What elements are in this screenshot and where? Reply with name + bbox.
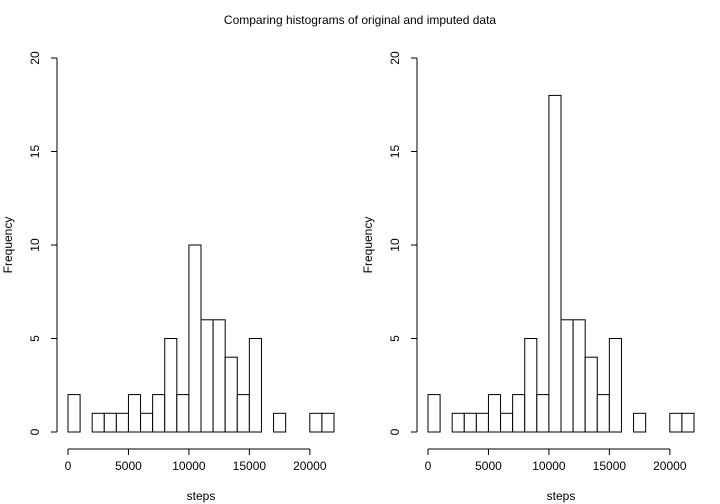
histogram-bar [572, 319, 586, 433]
histogram-bar [608, 338, 622, 433]
y-tick-label: 20 [28, 51, 42, 65]
histogram-bar [427, 394, 441, 433]
y-tick-label: 5 [388, 335, 402, 342]
y-tick-label: 0 [28, 428, 42, 435]
histogram-bar [152, 394, 166, 433]
x-axis-label: steps [187, 489, 216, 503]
x-tick-label: 15000 [233, 459, 267, 473]
histogram-bar [91, 412, 105, 433]
page-title: Comparing histograms of original and imp… [223, 13, 497, 27]
y-tick-label: 5 [28, 335, 42, 342]
x-tick-label: 0 [65, 459, 72, 473]
y-tick-label: 0 [388, 428, 402, 435]
x-tick-label: 10000 [172, 459, 206, 473]
histogram-bar [500, 412, 514, 433]
histogram-bar [248, 338, 262, 433]
histogram-bar [524, 338, 538, 433]
x-tick-label: 5000 [475, 459, 502, 473]
histogram-bar [536, 394, 550, 433]
x-tick-label: 20000 [293, 459, 327, 473]
histogram-bar [103, 412, 117, 433]
histogram-bar [127, 394, 142, 433]
histogram-bar [140, 412, 154, 433]
x-tick-label: 5000 [115, 459, 142, 473]
y-tick-label: 20 [388, 51, 402, 65]
histogram-bar [633, 412, 647, 433]
histogram-bar [584, 356, 598, 433]
y-tick-label: 15 [28, 145, 42, 159]
histogram-bar [548, 94, 562, 433]
x-tick-label: 20000 [653, 459, 687, 473]
histogram-bar [487, 394, 502, 433]
histogram-bar [164, 338, 178, 433]
histogram-bar [115, 412, 129, 433]
y-axis-label: Frequency [1, 217, 15, 274]
histogram-bar [681, 412, 695, 433]
histogram-bar [200, 319, 214, 433]
histogram-bar [224, 356, 238, 433]
y-tick-label: 15 [388, 145, 402, 159]
histogram-panel-original: 0 5000 10000 15000 20000 steps 0 5 10 15 20 Frequen… [1, 51, 335, 503]
x-tick-label: 15000 [593, 459, 627, 473]
histogram-bar [560, 319, 574, 433]
histogram-bar [67, 394, 81, 433]
histogram-bar [596, 394, 610, 433]
y-axis-label: Frequency [361, 217, 375, 274]
histogram-bar [451, 412, 465, 433]
x-tick-label: 0 [425, 459, 432, 473]
histogram-bar [512, 394, 526, 433]
histogram-bar [188, 244, 202, 433]
x-tick-label: 10000 [532, 459, 566, 473]
histogram-bar [669, 412, 683, 433]
y-tick-label: 10 [388, 238, 402, 252]
histogram-bar [463, 412, 477, 433]
histogram-bar [176, 394, 190, 433]
histogram-bar [212, 319, 226, 433]
histogram-bar [273, 412, 287, 433]
histogram-bar [309, 412, 323, 433]
histogram-panel-imputed: 0 5000 10000 15000 20000 steps 0 5 10 15 20 Frequen… [361, 51, 695, 503]
x-axis-label: steps [547, 489, 576, 503]
y-tick-label: 10 [28, 238, 42, 252]
histogram-bar [475, 412, 489, 433]
histogram-bar [236, 394, 250, 433]
histogram-bar [321, 412, 335, 433]
